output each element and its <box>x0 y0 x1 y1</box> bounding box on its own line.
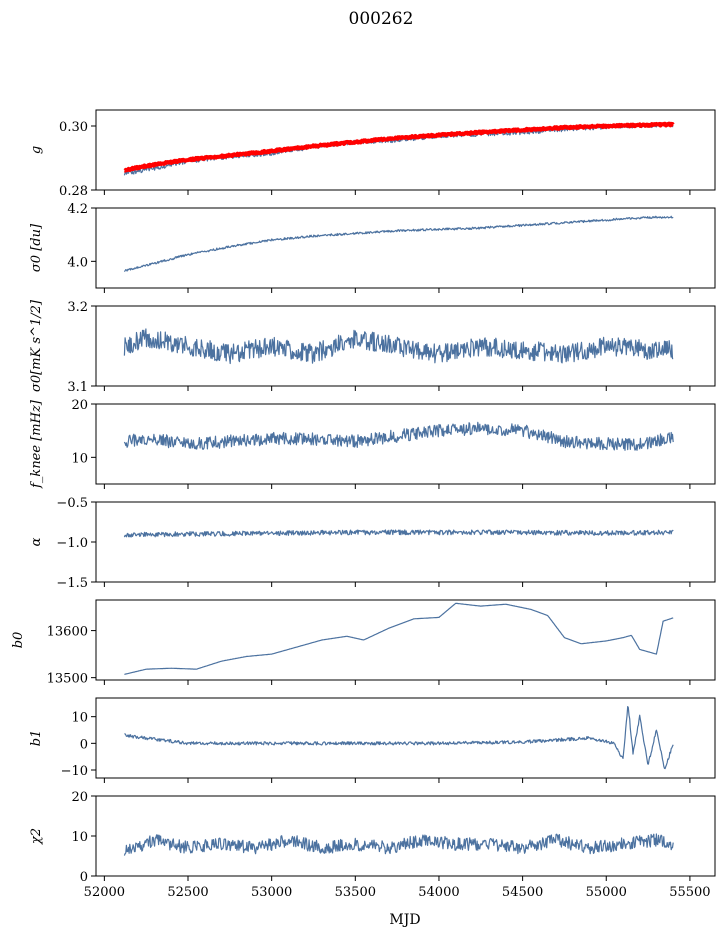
data-line <box>123 833 674 856</box>
y-tick-label: 0 <box>80 870 88 885</box>
y-tick-label: −10 <box>61 764 88 779</box>
y-tick-label: 3.1 <box>67 380 88 395</box>
y-tick-label: 0 <box>80 737 88 752</box>
x-tick-label: 54000 <box>418 885 459 900</box>
data-line <box>123 215 674 272</box>
y-axis-label: σ0 [du] <box>29 223 44 272</box>
x-tick-label: 53500 <box>335 885 376 900</box>
plot-frame <box>95 501 716 583</box>
plot-frame <box>95 109 716 191</box>
data-line <box>123 529 674 538</box>
y-tick-label: 0.30 <box>59 120 88 135</box>
panel-2: 4.0 4.2 σ0 [du] <box>29 202 716 293</box>
plot-frame <box>95 305 716 387</box>
plot-frame <box>95 207 716 289</box>
x-tick-label: 55500 <box>669 885 710 900</box>
panels: 0.28 0.30 g 4.0 4.2 σ0 [du] 3.1 3.2 σ0[mK s^1/2]… <box>11 109 716 900</box>
y-tick-label: 0.28 <box>59 184 88 199</box>
y-tick-label: 13600 <box>47 625 88 640</box>
y-tick-label: 20 <box>71 398 88 413</box>
plot-frame <box>95 795 716 877</box>
plot-frame <box>95 403 716 485</box>
data-line <box>123 122 674 176</box>
y-axis-label: g <box>29 146 44 154</box>
y-axis-label: b1 <box>29 730 44 747</box>
y-tick-label: 13500 <box>47 672 88 687</box>
panel-8: 0 10 20 52000 52500 53000 53500 54000 54500 55000… <box>29 790 716 900</box>
x-tick-label: 55000 <box>586 885 627 900</box>
panel-1: 0.28 0.30 g <box>29 109 716 199</box>
plot-frame <box>95 599 716 681</box>
y-tick-label: 10 <box>71 711 88 726</box>
panel-3: 3.1 3.2 σ0[mK s^1/2] <box>29 299 716 395</box>
y-tick-label: −0.5 <box>56 496 88 511</box>
y-axis-label: α <box>29 537 44 546</box>
x-tick-label: 52000 <box>84 885 125 900</box>
x-axis-label: MJD <box>389 912 420 928</box>
y-tick-label: 10 <box>71 830 88 845</box>
data-line <box>123 328 674 365</box>
panel-7: −10 0 10 b1 <box>29 697 716 783</box>
y-tick-label: −1.5 <box>56 576 88 591</box>
y-axis-label: σ0[mK s^1/2] <box>29 299 44 392</box>
y-axis-label: χ2 <box>29 828 44 845</box>
model-line <box>123 121 675 173</box>
x-tick-label: 54500 <box>502 885 543 900</box>
y-axis-label: b0 <box>11 632 26 649</box>
y-tick-label: 3.2 <box>67 300 88 315</box>
y-tick-label: 10 <box>71 451 88 466</box>
y-axis-label: f_knee [mHz] <box>29 399 44 489</box>
data-line <box>124 602 674 675</box>
panel-6: 13500 13600 b0 <box>11 599 716 687</box>
y-tick-label: −1.0 <box>56 536 88 551</box>
panel-5: −1.5 −1.0 −0.5 α <box>29 496 716 591</box>
figure-title: 000262 <box>349 9 414 29</box>
data-line <box>124 706 674 770</box>
data-line <box>123 421 674 451</box>
y-tick-label: 4.2 <box>67 202 88 217</box>
y-tick-label: 4.0 <box>67 255 88 270</box>
x-tick-label: 52500 <box>167 885 208 900</box>
panel-4: 10 20 f_knee [mHz] <box>29 398 716 489</box>
x-tick-label: 53000 <box>251 885 292 900</box>
y-tick-label: 20 <box>71 790 88 805</box>
plot-frame <box>95 697 716 779</box>
